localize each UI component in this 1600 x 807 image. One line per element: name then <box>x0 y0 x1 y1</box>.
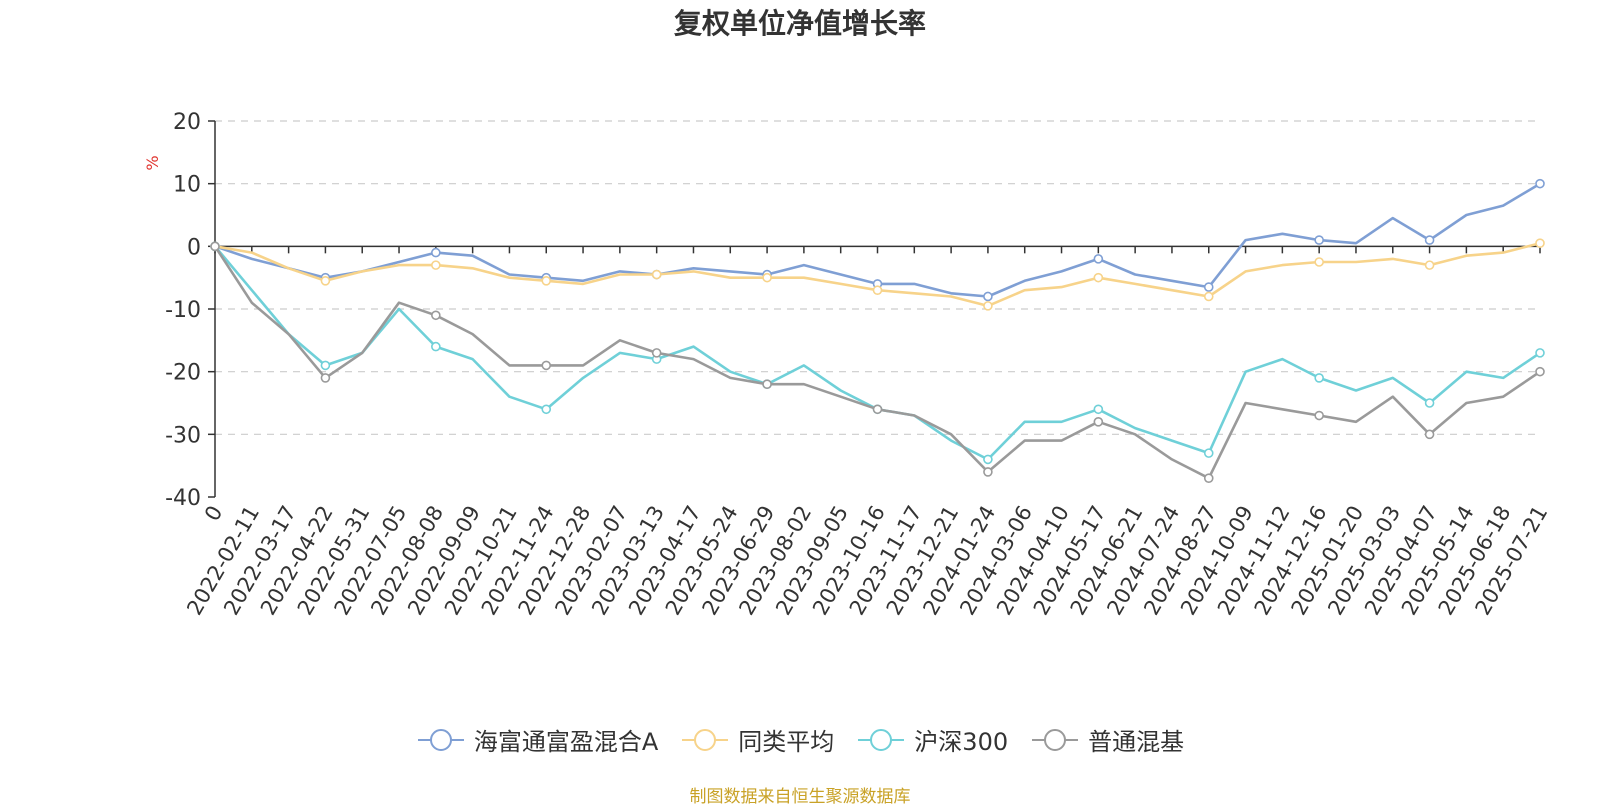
chart-title: 复权单位净值增长率 <box>673 7 926 40</box>
y-tick-label: -20 <box>165 361 201 386</box>
legend-marker-icon <box>682 728 729 751</box>
y-tick-label: 0 <box>187 235 201 260</box>
series-point <box>762 272 772 283</box>
series-point <box>1424 235 1435 245</box>
series-point <box>431 341 441 352</box>
series-point <box>1535 178 1545 189</box>
series-point <box>431 310 441 321</box>
series-point <box>1314 373 1324 383</box>
series-point <box>541 360 552 371</box>
series-point <box>1093 404 1104 415</box>
series-point <box>1424 398 1435 408</box>
legend-item[interactable]: 普通混基 <box>1030 722 1184 757</box>
series-point <box>983 301 993 311</box>
legend: 海富通富盈混合A 同类平均 沪深300 普通混基 <box>0 722 1600 757</box>
series-point <box>320 360 331 371</box>
series-point <box>983 467 993 477</box>
y-axis-unit: % <box>143 155 162 170</box>
y-tick-label: -30 <box>165 423 201 448</box>
series-point <box>872 285 883 296</box>
legend-marker-icon <box>1032 728 1079 751</box>
legend-label: 普通混基 <box>1088 728 1185 756</box>
series-point <box>1424 429 1435 440</box>
series-point <box>1203 282 1214 292</box>
legend-label: 沪深300 <box>914 728 1009 756</box>
y-tick-label: -10 <box>165 298 201 323</box>
series-point <box>541 275 552 286</box>
series-point <box>1535 238 1545 248</box>
series-point <box>1535 366 1545 377</box>
series-point <box>1203 448 1214 458</box>
series-point <box>1314 410 1324 421</box>
series-point <box>983 291 993 302</box>
series-point <box>1093 254 1104 264</box>
y-tick-label: -40 <box>165 486 201 511</box>
chart-plot: 20100-10-20-30-40%02022-02-112022-03-172… <box>143 110 1552 619</box>
series-point <box>1535 348 1545 358</box>
legend-circle <box>694 728 717 751</box>
series-point <box>1093 416 1104 427</box>
legend-label: 海富通富盈混合A <box>473 728 659 756</box>
series-point <box>651 269 662 280</box>
legend-item[interactable]: 海富通富盈混合A <box>416 722 658 757</box>
series-point <box>320 275 331 286</box>
axis-labels: 20100-10-20-30-40%02022-02-112022-03-172… <box>143 110 1552 619</box>
series-point <box>983 454 993 465</box>
legend-circle <box>1044 728 1067 751</box>
legend-label: 同类平均 <box>738 728 835 756</box>
legend-item[interactable]: 沪深300 <box>856 722 1008 757</box>
series-point <box>872 404 883 415</box>
series-lines <box>210 178 1545 484</box>
series-line <box>214 245 1541 461</box>
y-tick-label: 20 <box>173 110 201 135</box>
legend-item[interactable]: 同类平均 <box>680 722 834 757</box>
series-point <box>541 404 552 415</box>
series-point <box>210 241 220 252</box>
series-point <box>762 379 772 390</box>
series-point <box>1093 272 1104 283</box>
source-note: 制图数据来自恒生聚源数据库 <box>689 787 911 807</box>
legend-marker-icon <box>417 728 464 751</box>
series-point <box>1424 260 1435 270</box>
x-tick-label: 0 <box>200 502 227 526</box>
series-point <box>431 260 441 270</box>
legend-circle <box>429 728 452 751</box>
series-point <box>320 373 331 383</box>
axes <box>208 120 1541 498</box>
series-point <box>1203 291 1214 302</box>
legend-circle <box>870 728 893 751</box>
series-point <box>1314 235 1324 245</box>
series-point <box>431 247 441 258</box>
series-point <box>1314 257 1324 267</box>
series-point <box>1203 473 1214 484</box>
y-tick-label: 10 <box>173 173 201 198</box>
legend-marker-icon <box>858 728 905 751</box>
grid-lines <box>215 120 1540 435</box>
series-point <box>651 348 662 358</box>
